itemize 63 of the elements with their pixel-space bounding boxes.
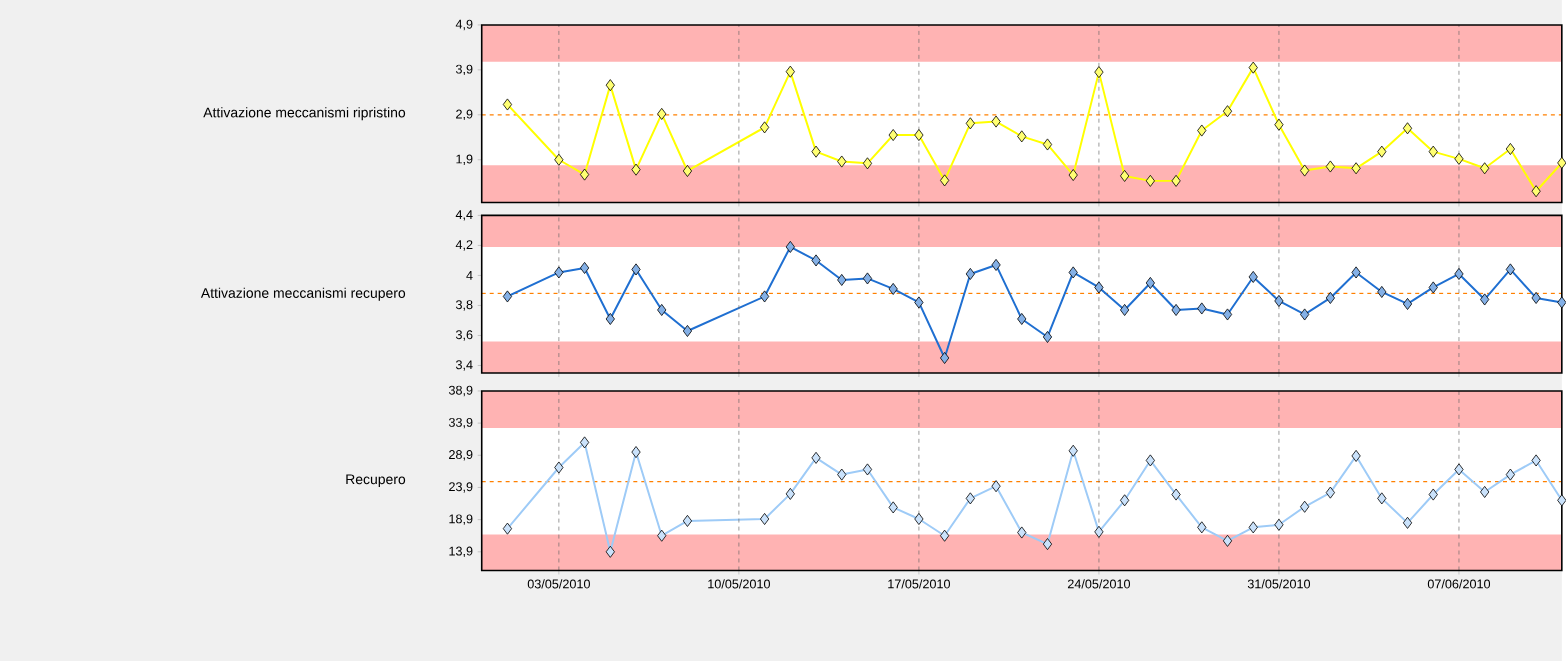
point: [1068, 444, 1078, 457]
point: [1094, 525, 1104, 538]
x-tick-label: 17/05/2010: [888, 579, 951, 589]
point: [888, 501, 898, 514]
y-tick-label: 28,9: [449, 449, 473, 461]
point: [502, 522, 513, 535]
point: [605, 545, 615, 558]
point: [1197, 521, 1207, 534]
point: [1120, 494, 1130, 507]
point: [1145, 454, 1155, 467]
y-axis-title: Attivazione meccanismi recupero: [200, 287, 406, 301]
point: [965, 492, 975, 505]
point: [554, 461, 564, 474]
y-tick-label: 33,9: [448, 417, 473, 429]
point: [785, 487, 795, 500]
point: [1480, 485, 1490, 498]
y-tick-label: 23,9: [449, 482, 473, 493]
point: [1248, 521, 1258, 534]
point: [811, 451, 821, 464]
x-tick-label: 07/06/2010: [1427, 579, 1491, 589]
point: [760, 512, 770, 525]
x-tick-label: 24/05/2010: [1067, 579, 1131, 589]
x-tick-label: 10/05/2010: [708, 579, 770, 589]
y-axis-title: Attivazione meccanismi ripristino: [203, 107, 406, 121]
point: [1325, 486, 1335, 499]
y-tick-label: 18,9: [449, 514, 473, 525]
point: [1042, 537, 1053, 550]
point: [862, 463, 873, 476]
point: [657, 529, 667, 542]
x-tick-label: 31/05/2010: [1247, 579, 1311, 589]
point: [682, 514, 693, 527]
point: [1300, 500, 1310, 513]
y-tick-label: 4,4: [455, 210, 473, 221]
y-tick-label: 13,9: [449, 546, 473, 557]
point: [914, 512, 924, 525]
point: [1531, 454, 1541, 467]
y-tick-label: 1,9: [456, 154, 473, 165]
point: [940, 529, 950, 542]
y-tick-label: 4,2: [455, 240, 473, 251]
y-tick-label: 3,6: [455, 330, 473, 341]
point: [1017, 526, 1027, 539]
point: [1377, 492, 1387, 505]
y-tick-label: 3,8: [455, 300, 473, 311]
point: [580, 436, 590, 449]
y-tick-label: 3,4: [455, 360, 473, 371]
point: [1351, 449, 1361, 462]
y-axis-title: Recupero: [346, 474, 406, 487]
point: [1274, 518, 1284, 531]
y-tick-label: 3,9: [455, 64, 473, 75]
y-tick-label: 38,9: [448, 385, 473, 397]
y-tick-label: 4: [466, 270, 473, 280]
point: [1171, 488, 1181, 501]
point: [631, 445, 641, 458]
point: [991, 480, 1001, 493]
point: [1402, 516, 1413, 529]
point: [1428, 488, 1438, 501]
point: [1505, 468, 1515, 481]
x-tick-label: 03/05/2010: [527, 579, 590, 589]
y-tick-label: 4,9: [455, 19, 473, 31]
point: [1454, 463, 1464, 476]
point: [1222, 534, 1233, 547]
point: [837, 468, 847, 481]
y-tick-label: 2,9: [456, 109, 473, 120]
